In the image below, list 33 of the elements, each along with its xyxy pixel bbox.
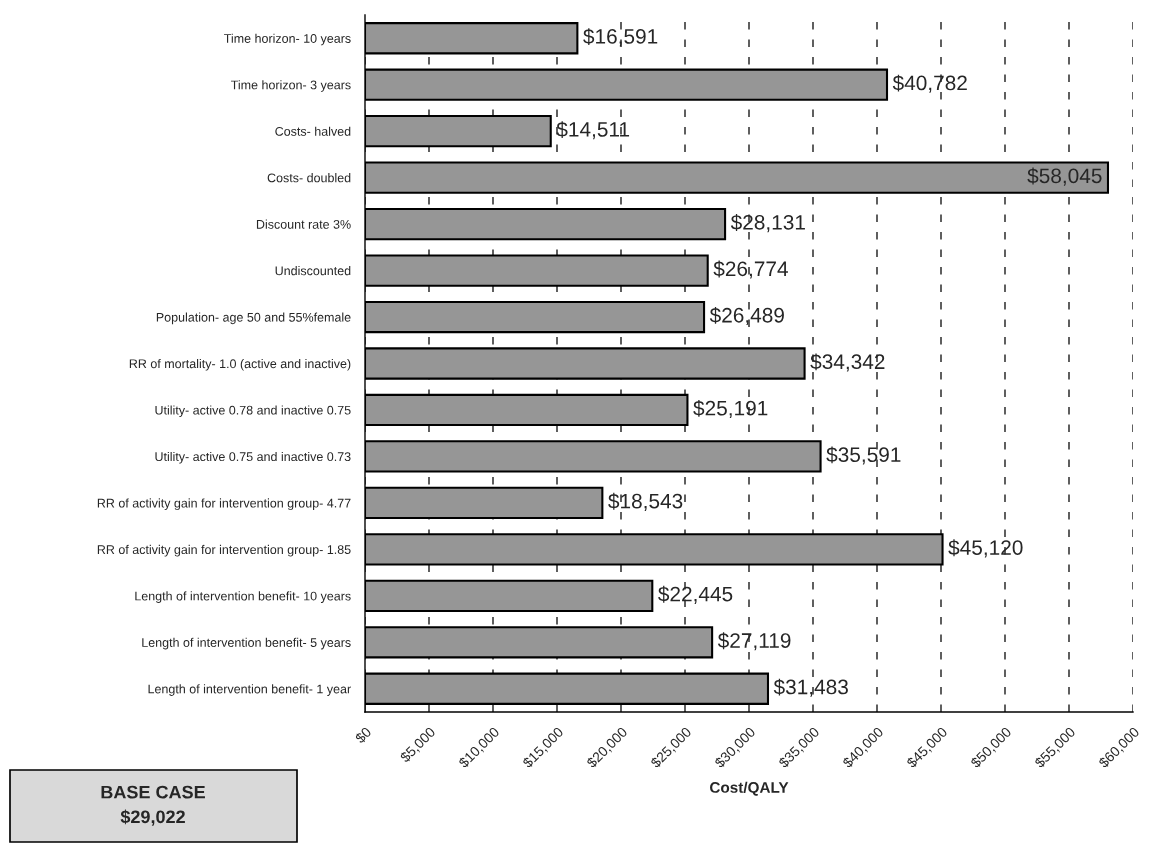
y-tick-label: RR of mortality- 1.0 (active and inactive)	[129, 358, 351, 371]
data-label: $25,191	[693, 399, 768, 419]
y-tick-label: Population- age 50 and 55%female	[156, 312, 351, 325]
y-tick-label: Costs- doubled	[267, 173, 351, 183]
y-tick-label: Length of intervention benefit- 5 years	[142, 637, 351, 650]
data-label: $28,131	[730, 214, 805, 233]
y-tick-label: RR of activity gain for intervention group- 4.77	[97, 498, 351, 511]
data-label: $26,489	[709, 307, 784, 326]
y-tick-label: Length of intervention benefit- 1 year	[148, 684, 351, 696]
y-tick-label: Time horizon- 10 years	[224, 33, 351, 46]
data-label: $26,774	[713, 260, 788, 279]
y-tick-label: Length of intervention benefit- 10 years	[135, 591, 351, 603]
y-tick-label: Utility- active 0.78 and inactive 0.75	[155, 405, 351, 418]
y-tick-label: RR of activity gain for intervention group- 1.85	[97, 544, 351, 557]
data-label: $22,445	[658, 585, 733, 604]
y-tick-label: Utility- active 0.75 and inactive 0.73	[155, 451, 351, 464]
data-label: $31,483	[773, 678, 848, 697]
data-label: $14,511	[556, 121, 630, 140]
data-label: $16,591	[583, 28, 658, 47]
data-label: $18,543	[608, 492, 683, 511]
y-tick-label: Discount rate 3%	[256, 219, 351, 229]
data-label: $35,591	[826, 446, 901, 465]
y-tick-label: Costs- halved	[275, 126, 351, 136]
data-label: $40,782	[892, 74, 967, 93]
y-tick-label: Undiscounted	[275, 266, 351, 276]
data-label: $27,119	[717, 632, 791, 651]
data-label: $58,045	[1027, 167, 1102, 186]
y-tick-label: Time horizon- 3 years	[231, 80, 351, 92]
data-label: $34,342	[810, 353, 885, 372]
text: BASE CASE $29,022	[101, 785, 205, 826]
x-tick-label: $0	[354, 726, 373, 745]
data-label: $45,120	[948, 539, 1023, 558]
x-axis-title: Cost/QALY	[710, 781, 789, 796]
